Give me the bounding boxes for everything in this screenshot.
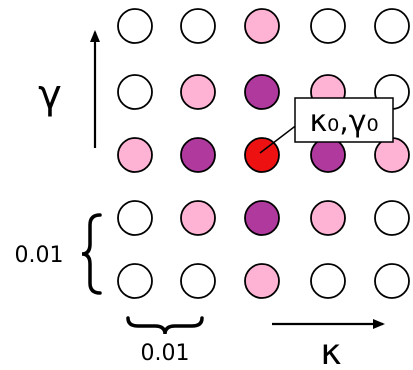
grid-circle-purple: [310, 137, 346, 173]
grid-circle-white: [180, 263, 216, 299]
grid-circle-white: [117, 200, 153, 236]
grid-circle-pink: [244, 263, 280, 299]
vertical-spacing-label: 0.01: [15, 243, 64, 268]
grid-circle-red: [244, 137, 280, 173]
horizontal-spacing-brace: [126, 316, 204, 335]
grid-circle-purple: [244, 200, 280, 236]
grid-circle-white: [310, 263, 346, 299]
grid-circle-purple: [180, 137, 216, 173]
grid-circle-pink: [244, 8, 280, 44]
horizontal-spacing-label: 0.01: [141, 341, 190, 366]
callout-box: [294, 97, 394, 143]
grid-circle-pink: [310, 200, 346, 236]
grid-circle-white: [117, 74, 153, 110]
grid-circle-white: [374, 200, 410, 236]
circle-grid: [117, 8, 410, 299]
callout-pointer-line: [259, 123, 299, 154]
grid-circle-white: [117, 263, 153, 299]
grid-circle-white: [180, 8, 216, 44]
grid-circle-pink: [180, 74, 216, 110]
grid-circle-white: [374, 8, 410, 44]
grid-circle-purple: [244, 74, 280, 110]
grid-circle-white: [374, 263, 410, 299]
kappa-axis-label: κ: [320, 332, 341, 370]
grid-circle-pink: [117, 137, 153, 173]
grid-circle-pink: [180, 200, 216, 236]
grid-circle-white: [310, 8, 346, 44]
vertical-spacing-brace: [81, 213, 102, 295]
callout-label: κ₀,γ₀: [309, 104, 378, 139]
grid-circle-white: [117, 8, 153, 44]
grid-circle-pink: [374, 137, 410, 173]
gamma-axis-label: γ: [38, 72, 62, 118]
